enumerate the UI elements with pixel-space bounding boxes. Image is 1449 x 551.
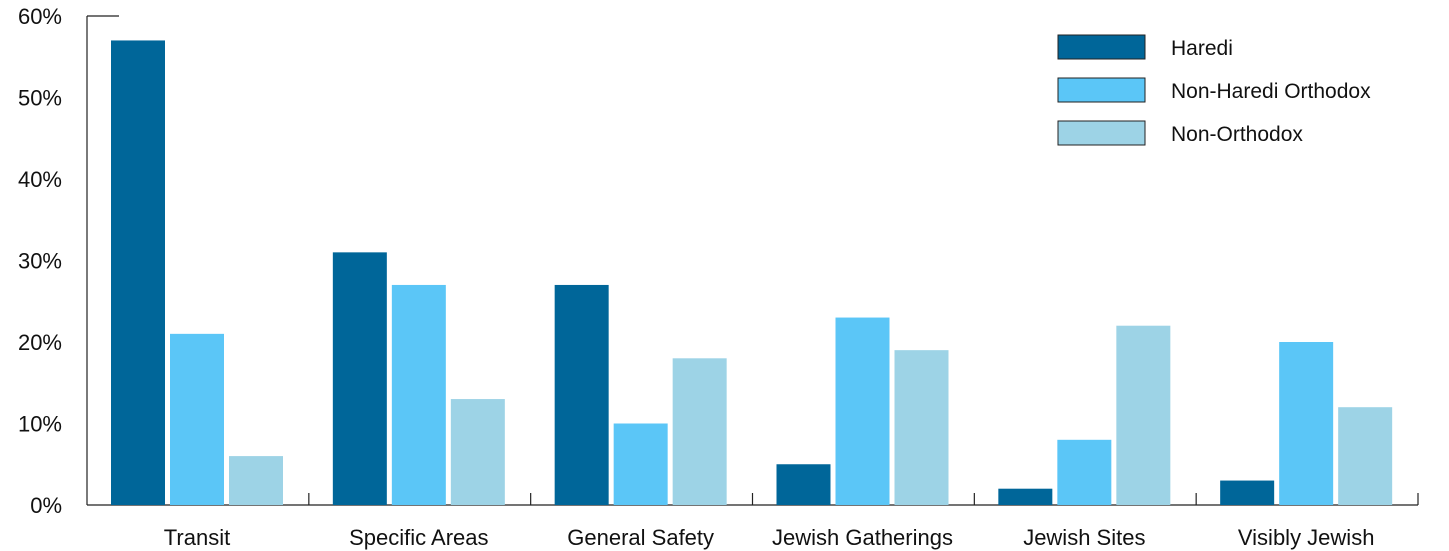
bar-non-orthodox-transit (229, 456, 283, 505)
legend-swatch-haredi (1057, 34, 1146, 60)
bar-non-haredi-orthodox-jewish-gatherings (835, 317, 890, 505)
bar-non-haredi-orthodox-specific-areas (391, 284, 446, 505)
bar-non-haredi-orthodox-transit (170, 333, 224, 505)
bar-non-orthodox-specific-areas (450, 399, 505, 505)
bar-non-orthodox-general-safety (672, 358, 727, 505)
legend-swatch-non-haredi-orthodox (1057, 77, 1146, 103)
bar-non-haredi-orthodox-visibly-jewish (1279, 342, 1334, 505)
bar-haredi-visibly-jewish (1220, 480, 1275, 505)
bar-non-orthodox-jewish-gatherings (894, 350, 949, 505)
y-tick-label: 50% (18, 86, 62, 111)
x-category-label: Visibly Jewish (1238, 525, 1375, 550)
y-tick-label: 40% (18, 167, 62, 192)
bar-non-haredi-orthodox-general-safety (613, 423, 668, 505)
y-tick-label: 60% (18, 4, 62, 29)
legend-label: Non-Haredi Orthodox (1171, 80, 1371, 103)
bar-non-orthodox-visibly-jewish (1338, 407, 1393, 505)
x-category-label: Specific Areas (349, 525, 488, 550)
bar-haredi-transit (111, 40, 165, 505)
labels: 0% 10% 20% 30% 40% 50% 60% Transit Specific Area… (18, 4, 1374, 550)
y-tick-label: 20% (18, 330, 62, 355)
legend-swatch-non-orthodox (1057, 120, 1146, 146)
x-category-label: Jewish Gatherings (772, 525, 953, 550)
y-tick-label: 10% (18, 412, 62, 437)
bars (111, 40, 1393, 505)
x-category-label: Transit (164, 525, 230, 550)
x-category-label: General Safety (567, 525, 714, 550)
y-tick-label: 0% (30, 493, 62, 518)
legend-label: Non-Orthodox (1171, 123, 1303, 146)
axes (86, 15, 1419, 506)
legend-label: Haredi (1171, 37, 1233, 60)
y-tick-label: 30% (18, 249, 62, 274)
x-category-label: Jewish Sites (1023, 525, 1145, 550)
bar-haredi-jewish-sites (998, 488, 1053, 505)
bar-haredi-specific-areas (332, 252, 387, 505)
bar-haredi-jewish-gatherings (776, 464, 831, 505)
legend: Haredi Non-Haredi Orthodox Non-Orthodox (1057, 34, 1371, 146)
bar-non-orthodox-jewish-sites (1116, 325, 1171, 505)
bar-haredi-general-safety (554, 284, 609, 505)
bar-non-haredi-orthodox-jewish-sites (1057, 439, 1112, 505)
